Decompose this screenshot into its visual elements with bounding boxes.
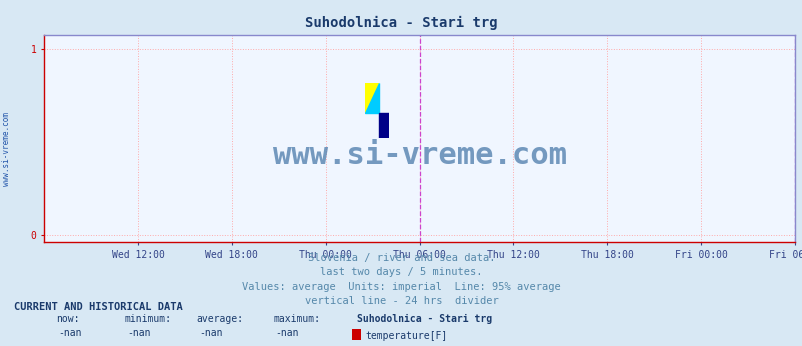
Text: Values: average  Units: imperial  Line: 95% average: Values: average Units: imperial Line: 95… bbox=[242, 282, 560, 292]
Text: minimum:: minimum: bbox=[124, 315, 172, 325]
Text: Suhodolnica - Stari trg: Suhodolnica - Stari trg bbox=[357, 315, 492, 325]
Text: www.si-vreme.com: www.si-vreme.com bbox=[2, 112, 11, 186]
Text: Slovenia / river and sea data.: Slovenia / river and sea data. bbox=[307, 253, 495, 263]
Text: -nan: -nan bbox=[199, 328, 222, 338]
Text: last two days / 5 minutes.: last two days / 5 minutes. bbox=[320, 267, 482, 277]
Text: -nan: -nan bbox=[275, 328, 298, 338]
Text: now:: now: bbox=[56, 315, 79, 325]
Text: maximum:: maximum: bbox=[273, 315, 320, 325]
Polygon shape bbox=[365, 83, 379, 113]
Text: Suhodolnica - Stari trg: Suhodolnica - Stari trg bbox=[305, 16, 497, 29]
Polygon shape bbox=[365, 83, 379, 113]
Text: vertical line - 24 hrs  divider: vertical line - 24 hrs divider bbox=[304, 296, 498, 306]
Text: www.si-vreme.com: www.si-vreme.com bbox=[272, 140, 566, 170]
Text: average:: average: bbox=[196, 315, 244, 325]
Text: -nan: -nan bbox=[58, 328, 81, 338]
Text: temperature[F]: temperature[F] bbox=[365, 331, 447, 340]
Text: CURRENT AND HISTORICAL DATA: CURRENT AND HISTORICAL DATA bbox=[14, 302, 183, 312]
Text: -nan: -nan bbox=[127, 328, 150, 338]
Polygon shape bbox=[379, 113, 389, 138]
